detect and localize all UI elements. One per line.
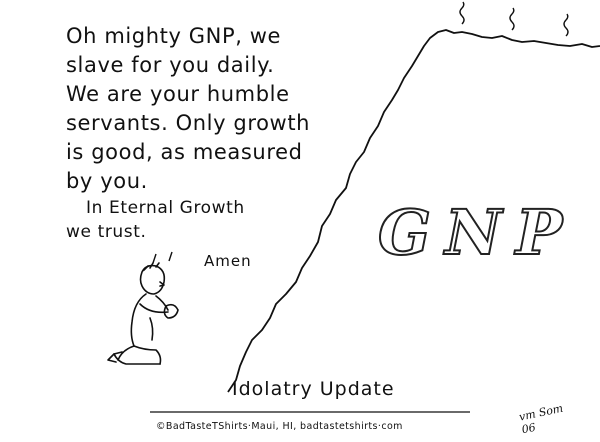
prayer-line-6: by you. — [66, 169, 148, 193]
kneeling-figure — [107, 262, 179, 365]
speech-mark-1 — [152, 253, 157, 264]
prayer-line-2: slave for you daily. — [66, 53, 275, 77]
prayer-line-1: Oh mighty GNP, we — [66, 24, 282, 48]
steam-3 — [563, 13, 569, 37]
prayer-closing-2: we trust. — [66, 222, 147, 242]
steam-2 — [509, 7, 515, 31]
steam-1 — [459, 1, 465, 25]
prayer-closing-1: In Eternal Growth — [86, 198, 245, 218]
caption-title: Idolatry Update — [232, 378, 395, 400]
mountain-label: GNP — [377, 195, 577, 270]
credit-line: ©BadTasteTShirts·Maui, HI, badtastetshir… — [156, 421, 403, 432]
amen-text: Amen — [204, 252, 252, 270]
speech-mark-2 — [168, 251, 173, 262]
mountain-outline — [227, 29, 600, 393]
prayer-line-4: servants. Only growth — [66, 111, 311, 135]
prayer-text: Oh mighty GNP, we slave for you daily. W… — [66, 22, 310, 244]
prayer-line-5: is good, as measured — [66, 140, 303, 164]
prayer-line-3: We are your humble — [66, 82, 290, 106]
